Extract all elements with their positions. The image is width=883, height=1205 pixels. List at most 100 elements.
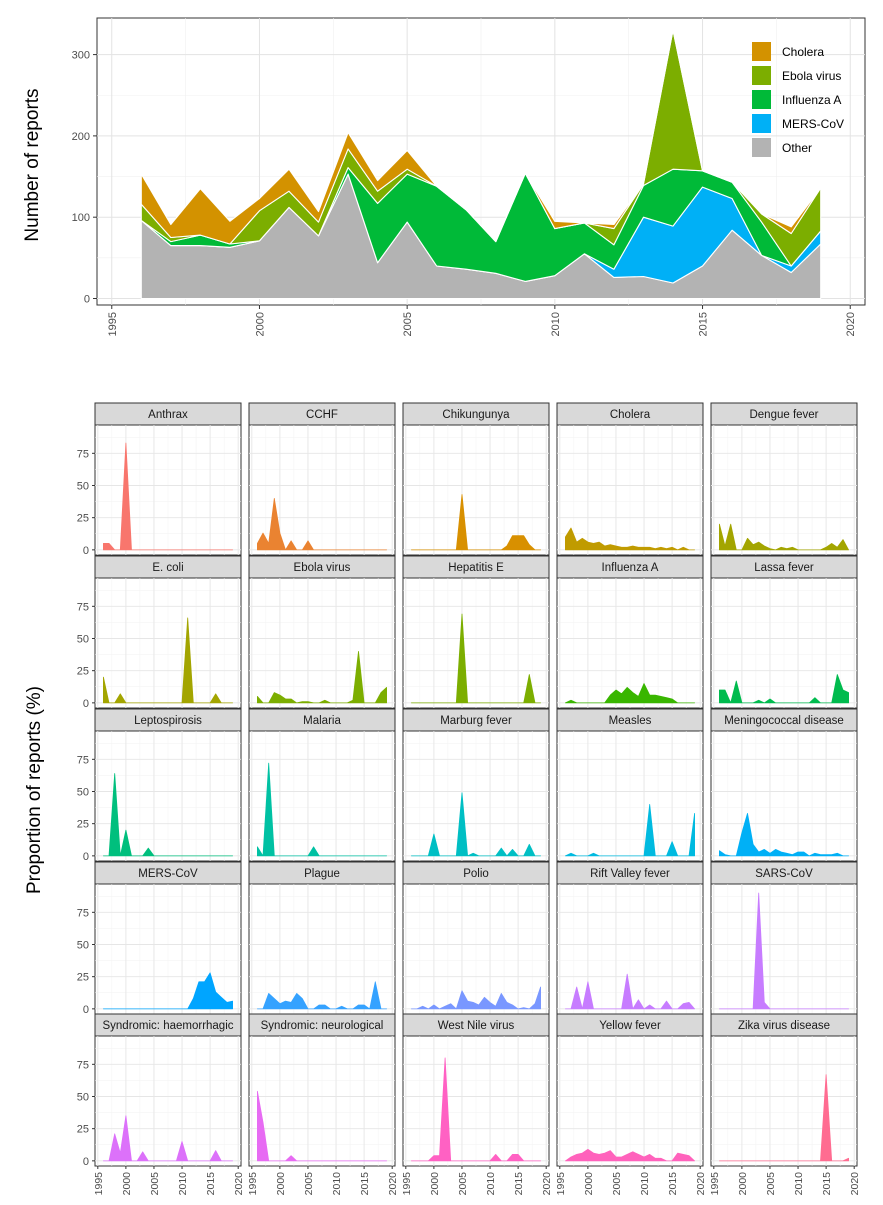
facet-panel: CCHF <box>248 402 396 556</box>
x-tick-label: 2000 <box>429 1172 441 1196</box>
legend-label: Ebola virus <box>782 69 841 83</box>
facet-title: Polio <box>463 868 489 880</box>
facet-title: Malaria <box>303 715 341 727</box>
facet-panel: E. coli 0 25 50 75 <box>77 555 242 710</box>
facet-area <box>565 527 695 551</box>
facet-panel: Malaria <box>248 708 396 862</box>
y-tick-label: 200 <box>72 131 90 143</box>
facet-panel: Cholera <box>556 402 704 556</box>
y-tick-label: 50 <box>77 939 89 951</box>
x-tick-label: 2010 <box>331 1172 343 1196</box>
facet-panel: Plague <box>248 861 396 1015</box>
x-tick-label: 1995 <box>247 1172 259 1196</box>
x-tick-label: 2020 <box>845 312 857 336</box>
facet-area <box>257 981 387 1010</box>
y-tick-label: 25 <box>77 513 89 525</box>
x-tick-label: 2010 <box>177 1172 189 1196</box>
facet-area <box>257 651 387 704</box>
facet-panel: Anthrax 0 25 50 75 <box>77 402 242 557</box>
y-tick-label: 0 <box>83 1004 89 1016</box>
y-tick-label: 25 <box>77 819 89 831</box>
facet-area <box>719 1074 849 1162</box>
x-tick-label: 1995 <box>709 1172 721 1196</box>
legend-label: Other <box>782 141 812 155</box>
y-tick-label: 50 <box>77 1091 89 1103</box>
x-tick-label: 2015 <box>513 1172 525 1196</box>
facet-panel: Meningococcal disease <box>710 708 858 862</box>
y-tick-label: 0 <box>83 1156 89 1168</box>
x-tick-label: 1995 <box>555 1172 567 1196</box>
facet-y-axis-label: Proportion of reports (%) <box>24 686 45 894</box>
facet-title: Zika virus disease <box>738 1020 830 1032</box>
x-tick-label: 2020 <box>849 1172 861 1196</box>
x-tick-label: 2010 <box>639 1172 651 1196</box>
facet-title: Meningococcal disease <box>724 715 844 727</box>
x-tick-label: 2000 <box>583 1172 595 1196</box>
facet-title: Hepatitis E <box>448 562 504 574</box>
legend-swatch <box>752 66 771 85</box>
facet-title: Syndromic: neurological <box>261 1020 384 1032</box>
y-tick-label: 0 <box>84 293 90 305</box>
x-tick-label: 2000 <box>121 1172 133 1196</box>
facet-area <box>411 613 541 704</box>
facet-panel: Lassa fever <box>710 555 858 709</box>
facet-area <box>257 498 387 551</box>
x-tick-label: 2005 <box>402 312 414 336</box>
legend-swatch <box>752 114 771 133</box>
y-tick-label: 0 <box>83 851 89 863</box>
facet-title: Chikungunya <box>442 409 510 421</box>
facet-area <box>257 762 387 857</box>
x-tick-label: 2015 <box>698 312 710 336</box>
x-tick-label: 2015 <box>667 1172 679 1196</box>
x-tick-label: 2020 <box>541 1172 553 1196</box>
facet-title: Cholera <box>610 409 651 421</box>
facet-area <box>103 1115 233 1162</box>
y-tick-label: 100 <box>72 212 90 224</box>
legend-label: MERS-CoV <box>782 117 844 131</box>
area-series <box>140 29 822 245</box>
legend-swatch <box>752 42 771 61</box>
facet-title: Anthrax <box>148 409 188 421</box>
facet-panel: Zika virus disease 1995 2000 2005 2010 2015 20… <box>709 1013 861 1196</box>
facet-panel: Polio <box>402 861 550 1015</box>
facet-area <box>411 986 541 1010</box>
facet-area <box>411 792 541 857</box>
y-tick-label: 25 <box>77 666 89 678</box>
facet-panel: Rift Valley fever <box>556 861 704 1015</box>
facet-panel: Ebola virus <box>248 555 396 709</box>
facet-area <box>257 1090 387 1162</box>
y-tick-label: 25 <box>77 1124 89 1136</box>
facet-title: Leptospirosis <box>134 715 202 727</box>
y-tick-label: 50 <box>77 480 89 492</box>
y-tick-label: 75 <box>77 1059 89 1071</box>
facet-title: Yellow fever <box>599 1020 661 1032</box>
x-tick-label: 2000 <box>737 1172 749 1196</box>
x-tick-label: 2005 <box>303 1172 315 1196</box>
x-tick-label: 2010 <box>485 1172 497 1196</box>
facet-panel: SARS-CoV <box>710 861 858 1015</box>
x-tick-label: 2020 <box>387 1172 399 1196</box>
x-tick-label: 1995 <box>107 312 119 336</box>
legend-label: Cholera <box>782 45 824 59</box>
facet-panel: Syndromic: haemorrhagic 0 25 50 75 1995 2000 20… <box>77 1013 245 1196</box>
x-tick-label: 2010 <box>793 1172 805 1196</box>
facet-area <box>411 494 541 551</box>
facet-area <box>103 617 233 704</box>
x-tick-label: 2020 <box>695 1172 707 1196</box>
facet-panel: Yellow fever 1995 2000 2005 2010 2015 2020 <box>555 1013 707 1196</box>
y-tick-label: 75 <box>77 601 89 613</box>
x-tick-label: 2015 <box>359 1172 371 1196</box>
y-tick-label: 25 <box>77 972 89 984</box>
facet-area <box>103 442 233 551</box>
facet-title: Dengue fever <box>749 409 818 421</box>
facet-area <box>103 773 233 857</box>
x-tick-label: 2005 <box>149 1172 161 1196</box>
x-tick-label: 1995 <box>93 1172 105 1196</box>
facet-panel: Measles <box>556 708 704 862</box>
x-tick-label: 2005 <box>457 1172 469 1196</box>
top-y-axis-label: Number of reports <box>22 88 43 241</box>
y-tick-label: 75 <box>77 754 89 766</box>
facet-area <box>719 523 849 551</box>
